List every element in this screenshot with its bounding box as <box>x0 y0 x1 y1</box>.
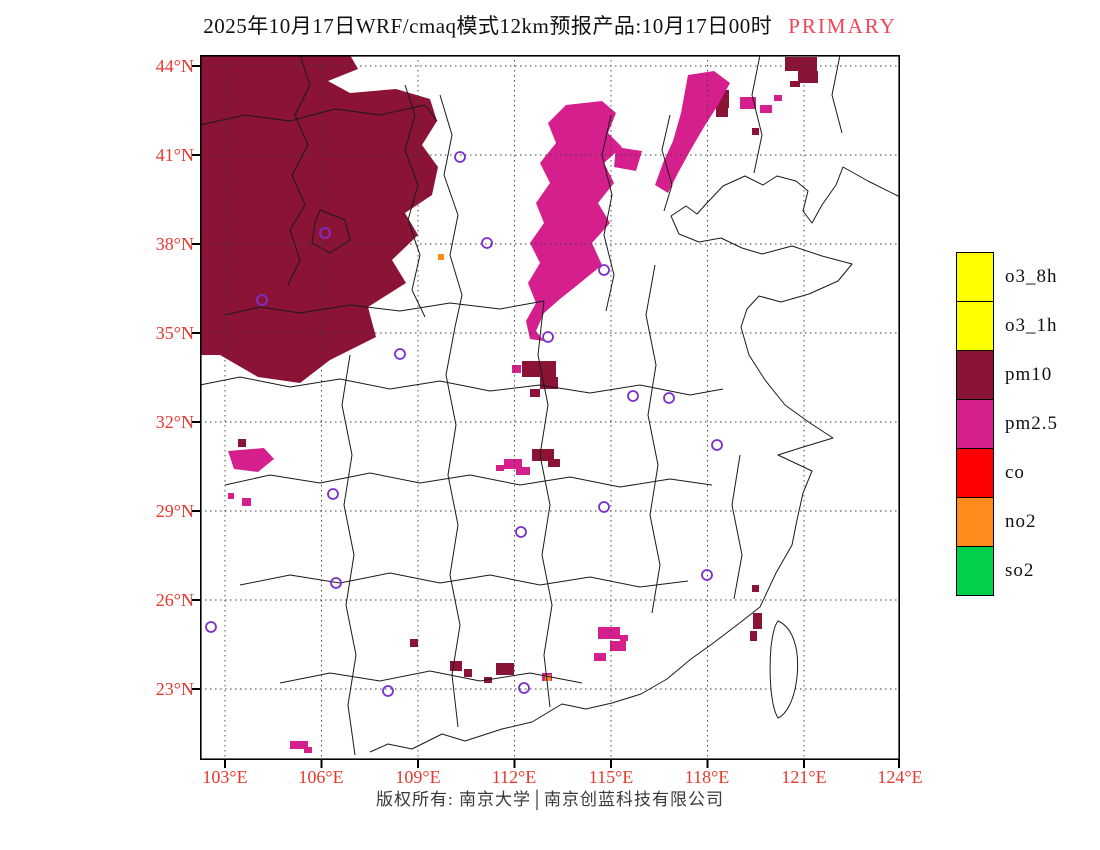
legend-label: no2 <box>1005 511 1037 532</box>
legend-swatch-pm10 <box>956 350 994 400</box>
title-text: 2025年10月17日WRF/cmaq模式12km预报产品:10月17日00时 <box>203 14 773 38</box>
legend-item: o3_1h <box>956 301 1058 351</box>
lon-label: 112°E <box>491 767 537 787</box>
lon-label: 124°E <box>877 767 923 787</box>
pollutant-legend: o3_8h o3_1h pm10 pm2.5 co no2 so2 <box>956 252 1058 596</box>
forecast-map <box>192 54 901 768</box>
city-markers <box>205 151 723 697</box>
lat-label: 44°N <box>155 56 194 76</box>
copyright-text: 版权所有: 南京大学│南京创蓝科技有限公司 <box>375 790 725 809</box>
page-title: 2025年10月17日WRF/cmaq模式12km预报产品:10月17日00时 P… <box>0 10 1100 40</box>
no2-dots <box>438 254 551 681</box>
coastline <box>369 166 901 753</box>
lat-label: 23°N <box>155 679 194 699</box>
title-pollutant-tag: PRIMARY <box>788 14 897 38</box>
legend-item: pm10 <box>956 350 1058 400</box>
lon-label: 118°E <box>684 767 730 787</box>
lat-label: 32°N <box>155 412 194 432</box>
legend-swatch-pm25 <box>956 399 994 449</box>
pm10-region <box>200 55 818 683</box>
legend-label: o3_8h <box>1005 266 1058 287</box>
legend-label: o3_1h <box>1005 315 1058 336</box>
legend-item: pm2.5 <box>956 399 1058 449</box>
legend-item: co <box>956 448 1058 498</box>
map-frame <box>200 55 901 761</box>
lat-label: 35°N <box>155 323 194 343</box>
province-boundaries <box>199 54 901 756</box>
legend-swatch-o3_1h <box>956 301 994 351</box>
legend-label: co <box>1005 462 1025 483</box>
lat-label: 41°N <box>155 145 194 165</box>
axis-ticks <box>192 65 900 768</box>
lon-label: 106°E <box>298 767 344 787</box>
legend-item: so2 <box>956 546 1058 596</box>
legend-item: no2 <box>956 497 1058 547</box>
legend-label: pm10 <box>1005 364 1053 385</box>
legend-swatch-so2 <box>956 546 994 596</box>
lat-label: 26°N <box>155 590 194 610</box>
lat-label: 38°N <box>155 234 194 254</box>
lon-label: 121°E <box>781 767 827 787</box>
legend-swatch-no2 <box>956 497 994 547</box>
legend-swatch-co <box>956 448 994 498</box>
lat-label: 29°N <box>155 501 194 521</box>
legend-swatch-o3_8h <box>956 252 994 302</box>
taiwan-island <box>769 620 799 719</box>
legend-label: pm2.5 <box>1005 413 1059 434</box>
pm25-region <box>228 71 782 753</box>
lon-label: 103°E <box>202 767 248 787</box>
legend-label: so2 <box>1005 560 1035 581</box>
map-container <box>192 54 901 768</box>
lon-label: 109°E <box>395 767 441 787</box>
lon-label: 115°E <box>588 767 634 787</box>
legend-item: o3_8h <box>956 252 1058 302</box>
